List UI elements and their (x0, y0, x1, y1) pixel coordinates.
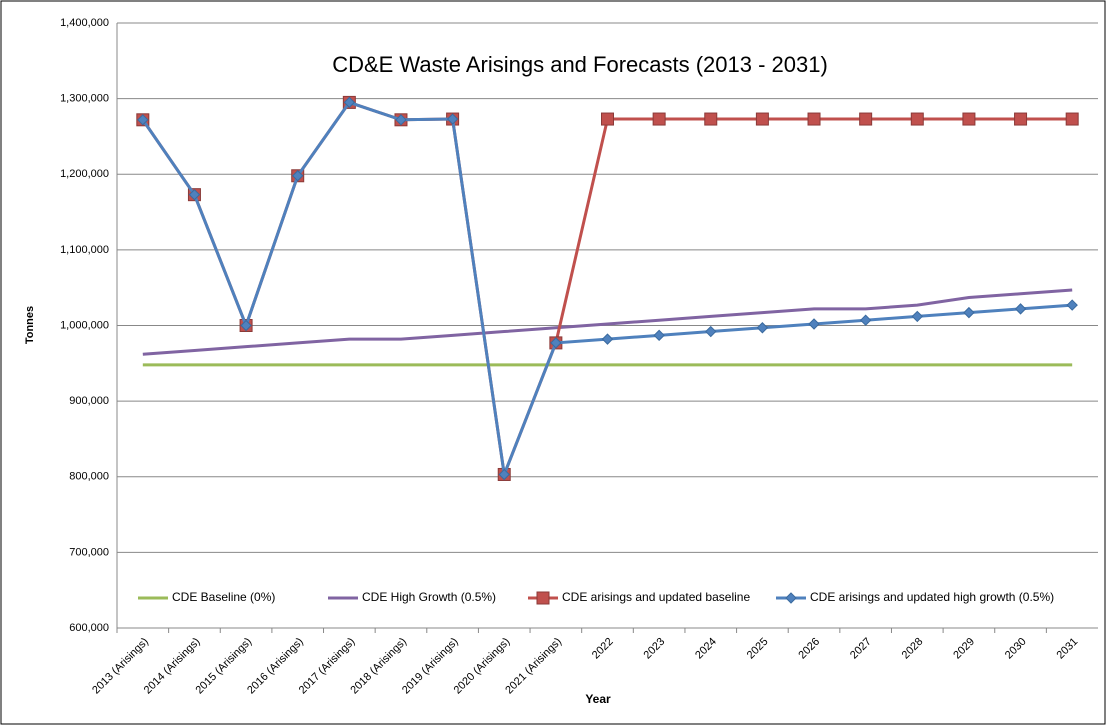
marker (292, 170, 304, 182)
marker (550, 337, 562, 349)
marker (910, 112, 924, 126)
marker (137, 114, 149, 126)
y-tick-label: 800,000 (69, 471, 109, 483)
marker (807, 112, 821, 126)
y-tick-label: 1,000,000 (60, 319, 109, 331)
y-tick-label: 900,000 (69, 395, 109, 407)
marker (704, 112, 718, 126)
legend-label: CDE Baseline (0%) (172, 590, 275, 604)
legend-item: CDE arisings and updated high growth (0.… (776, 590, 1054, 604)
marker (911, 310, 923, 323)
marker (652, 112, 666, 126)
marker (756, 322, 769, 334)
series-line (142, 288, 1073, 356)
marker (536, 591, 550, 605)
marker (808, 318, 820, 330)
legend-label: CDE High Growth (0.5%) (362, 590, 496, 604)
marker (963, 306, 975, 319)
marker (859, 112, 873, 126)
marker (705, 325, 717, 338)
marker (1066, 299, 1078, 311)
y-tick-label: 1,100,000 (60, 244, 109, 256)
marker (240, 319, 252, 332)
chart-title: CD&E Waste Arisings and Forecasts (2013 … (332, 52, 828, 77)
legend-item: CDE High Growth (0.5%) (328, 590, 496, 604)
y-tick-label: 1,300,000 (60, 93, 109, 105)
legend-item: CDE Baseline (0%) (138, 590, 275, 604)
marker (601, 333, 614, 345)
legend-item: CDE arisings and updated baseline (528, 590, 750, 605)
marker (1014, 303, 1027, 315)
marker (653, 329, 665, 342)
marker (498, 468, 510, 481)
marker (188, 188, 201, 201)
y-tick-label: 600,000 (69, 622, 109, 634)
y-axis-title: Tonnes (24, 306, 36, 344)
y-tick-label: 700,000 (69, 546, 109, 558)
x-axis-title: Year (585, 692, 611, 706)
legend-label: CDE arisings and updated baseline (562, 590, 750, 604)
marker (755, 112, 769, 126)
legend-label: CDE arisings and updated high growth (0.… (810, 590, 1054, 604)
marker (446, 113, 459, 125)
marker (859, 314, 872, 326)
marker (962, 112, 976, 126)
marker (785, 592, 797, 604)
marker (343, 96, 356, 109)
marker (395, 114, 407, 126)
y-tick-label: 1,400,000 (60, 17, 109, 29)
marker (1014, 112, 1028, 126)
marker (1065, 112, 1079, 126)
marker (601, 112, 614, 126)
y-tick-label: 1,200,000 (60, 168, 109, 180)
